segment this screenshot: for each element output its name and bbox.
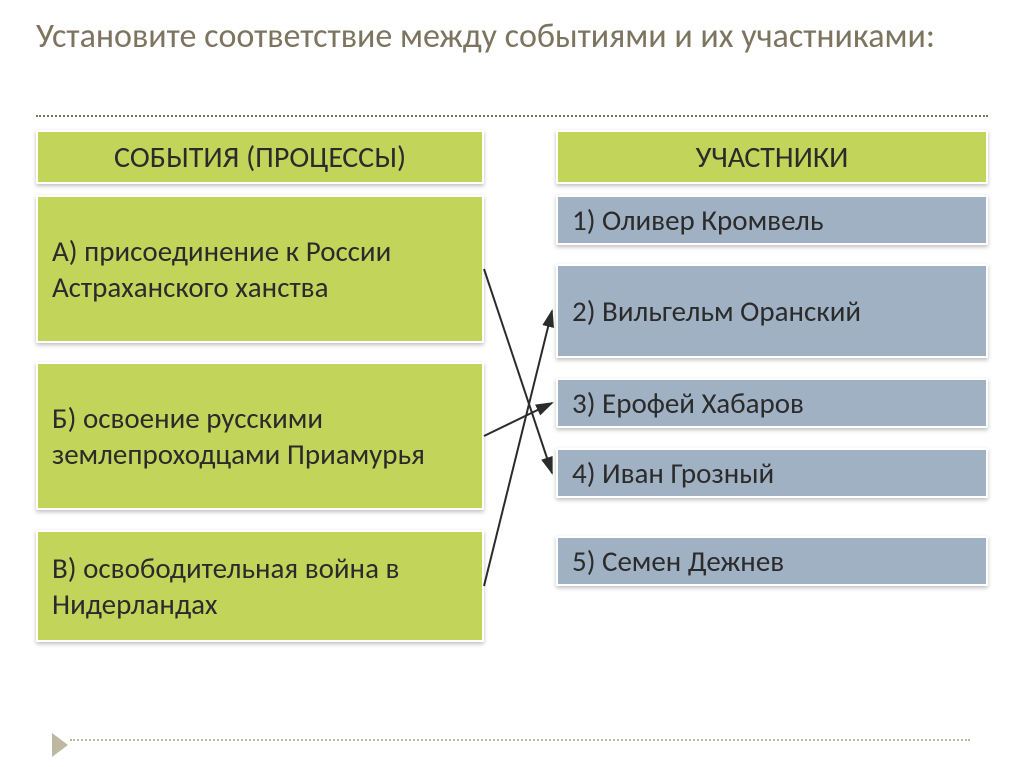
- events-header: СОБЫТИЯ (ПРОЦЕССЫ): [36, 130, 484, 184]
- next-chevron-icon: [52, 733, 68, 757]
- participant-1: 1) Оливер Кромвель: [556, 195, 988, 245]
- title-divider: [36, 115, 988, 117]
- participant-2: 2) Вильгельм Оранский: [556, 264, 988, 358]
- participant-5-label: 5) Семен Дежнев: [572, 543, 784, 579]
- event-b-label: Б) освоение русскими землепроходцами При…: [52, 400, 468, 472]
- participant-2-label: 2) Вильгельм Оранский: [572, 293, 861, 329]
- title-text: Установите соответствие между событиями …: [36, 16, 935, 57]
- event-b: Б) освоение русскими землепроходцами При…: [36, 362, 484, 510]
- page-title: Установите соответствие между событиями …: [36, 16, 976, 59]
- participant-3-label: 3) Ерофей Хабаров: [572, 385, 804, 421]
- footer-divider: [70, 739, 970, 741]
- participant-3: 3) Ерофей Хабаров: [556, 378, 988, 428]
- participant-4: 4) Иван Грозный: [556, 448, 988, 498]
- event-a-label: А) присоединение к России Астраханского …: [52, 233, 468, 305]
- participant-5: 5) Семен Дежнев: [556, 536, 988, 586]
- event-a: А) присоединение к России Астраханского …: [36, 195, 484, 343]
- event-c: В) освободительная война в Нидерландах: [36, 530, 484, 642]
- events-header-label: СОБЫТИЯ (ПРОЦЕССЫ): [114, 139, 406, 176]
- participant-1-label: 1) Оливер Кромвель: [572, 202, 823, 238]
- event-c-label: В) освободительная война в Нидерландах: [52, 550, 468, 622]
- participants-header: УЧАСТНИКИ: [556, 130, 988, 184]
- participant-4-label: 4) Иван Грозный: [572, 455, 774, 491]
- participants-header-label: УЧАСТНИКИ: [696, 139, 849, 176]
